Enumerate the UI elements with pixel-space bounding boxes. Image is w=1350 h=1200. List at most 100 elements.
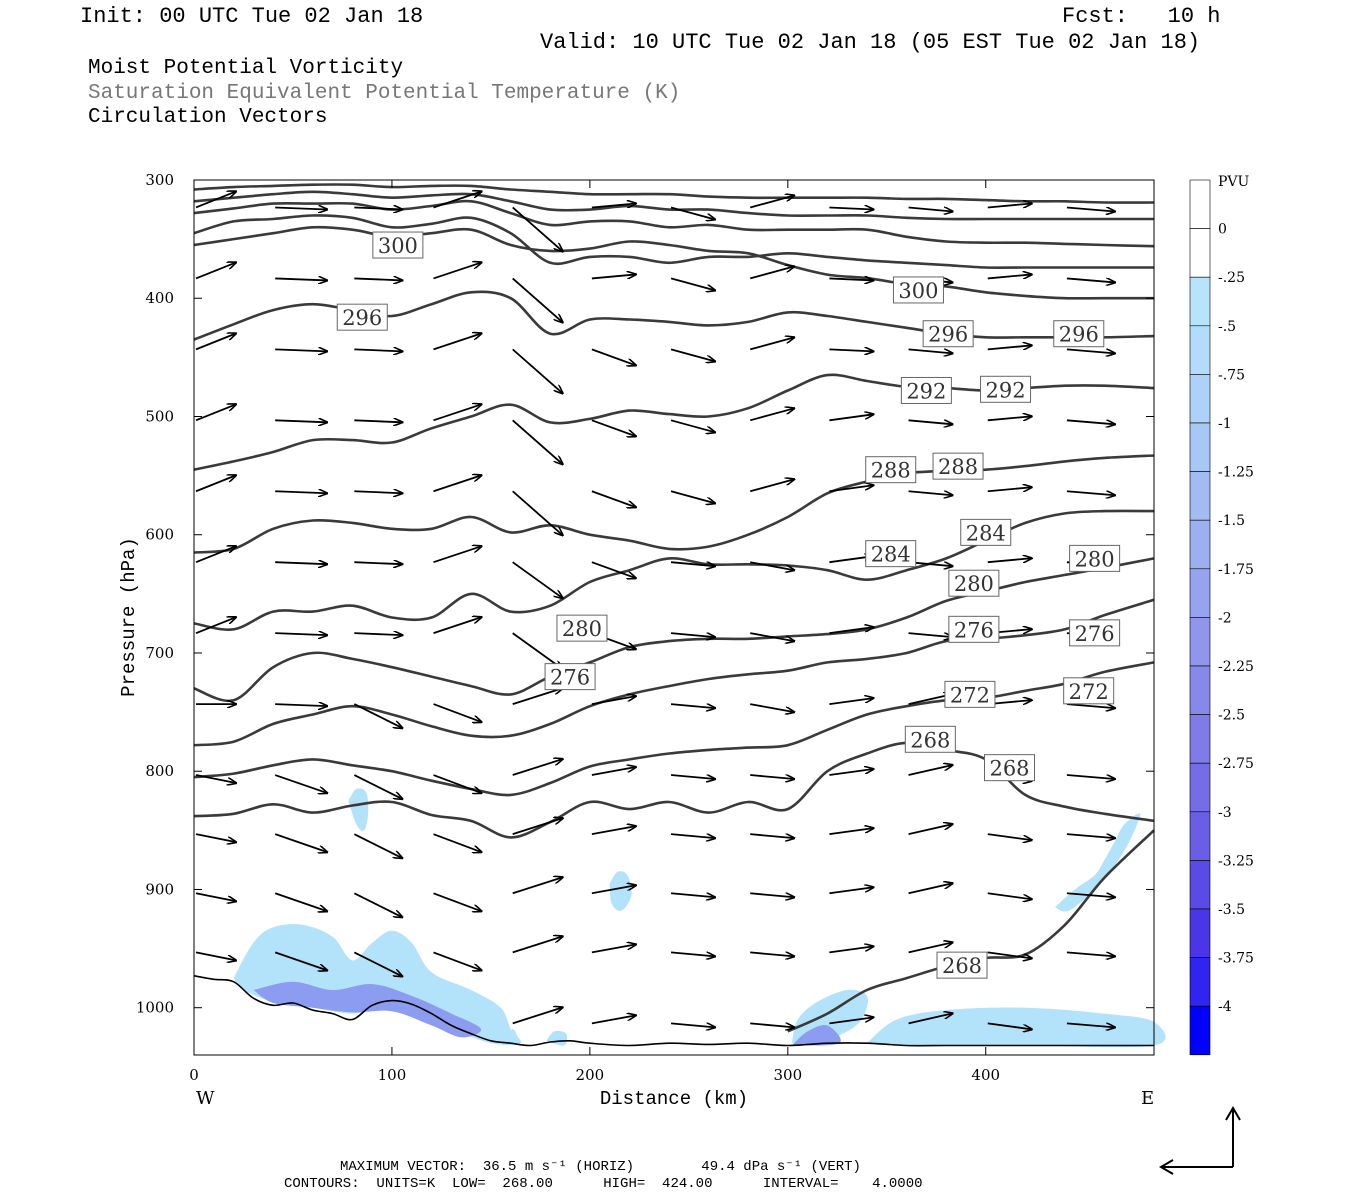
reference-vector-icon xyxy=(1159,1106,1241,1175)
circulation-vector xyxy=(433,892,482,911)
y-tick-label: 900 xyxy=(145,880,174,898)
colorbar-label: -.25 xyxy=(1218,270,1245,286)
circulation-vector xyxy=(195,262,236,280)
contour-label-280: 280 xyxy=(1075,547,1115,571)
circulation-vector xyxy=(354,349,402,351)
circulation-vector xyxy=(512,277,563,322)
circulation-vector xyxy=(670,833,715,838)
colorbar-label: -1.75 xyxy=(1218,562,1254,578)
contour-label-276: 276 xyxy=(1075,622,1115,646)
colorbar-label: -3 xyxy=(1218,805,1232,821)
circulation-vector xyxy=(908,765,953,776)
circulation-vector xyxy=(750,951,794,956)
x-end-east: E xyxy=(1141,1088,1154,1109)
colorbar-label: -2.25 xyxy=(1218,659,1254,675)
circulation-vector xyxy=(749,195,794,209)
theta-es-contours xyxy=(193,183,1155,1033)
circulation-vector xyxy=(750,703,794,712)
circulation-vector xyxy=(670,561,715,566)
circulation-vector xyxy=(749,266,794,280)
axis-ticks: 0 100 200 300 400 300 400 500 600 700 800 900 1000 xyxy=(136,171,1154,1084)
circulation-vector xyxy=(829,485,873,493)
circulation-vector xyxy=(1066,206,1115,211)
circulation-vector xyxy=(512,877,563,895)
circulation-vector xyxy=(670,703,715,708)
contour-label-276: 276 xyxy=(954,618,994,642)
circulation-vector xyxy=(1066,1022,1115,1027)
circulation-vector xyxy=(354,633,402,635)
theta-contour-312 xyxy=(193,190,1154,221)
x-end-west: W xyxy=(196,1088,215,1109)
circulation-vector xyxy=(274,892,327,911)
circulation-vector xyxy=(829,946,873,954)
circulation-vector xyxy=(987,1022,1032,1029)
circulation-vector xyxy=(750,774,794,779)
circulation-vector xyxy=(829,887,873,895)
colorbar-swatch xyxy=(1189,860,1211,910)
colorbar-swatch xyxy=(1189,325,1211,375)
colorbar-swatch xyxy=(1189,422,1211,472)
field-title-vectors: Circulation Vectors xyxy=(88,106,328,129)
y-tick-label: 500 xyxy=(145,407,174,425)
circulation-vector xyxy=(354,207,402,209)
circulation-vector xyxy=(275,278,327,280)
circulation-vector xyxy=(275,704,327,706)
circulation-vector xyxy=(670,419,715,432)
circulation-vector xyxy=(354,420,402,422)
circulation-vector xyxy=(829,627,873,635)
colorbar-swatch xyxy=(1189,908,1211,958)
colorbar-label: -.75 xyxy=(1218,367,1245,383)
terrain-line xyxy=(193,975,1154,1047)
contour-label-268: 268 xyxy=(910,728,950,752)
valid-time: Valid: 10 UTC Tue 02 Jan 18 (05 EST Tue … xyxy=(540,30,1201,55)
circulation-vector xyxy=(275,633,327,635)
circulation-vector xyxy=(353,833,402,858)
circulation-vector xyxy=(591,203,636,209)
colorbar-swatch xyxy=(1189,1005,1211,1056)
contour-label-box xyxy=(865,540,917,568)
pv-region xyxy=(791,1024,841,1046)
circulation-vector xyxy=(591,419,636,436)
circulation-vector xyxy=(433,333,482,351)
circulation-vector xyxy=(908,942,953,954)
circulation-vector xyxy=(749,337,794,351)
theta-contour-300 xyxy=(193,225,1154,300)
circulation-vector xyxy=(433,774,482,793)
circulation-vector xyxy=(433,617,482,635)
colorbar-swatch xyxy=(1189,374,1211,424)
circulation-vector xyxy=(829,207,873,209)
forecast-hour: Fcst: 10 h xyxy=(1062,4,1221,29)
init-time: Init: 00 UTC Tue 02 Jan 18 xyxy=(80,4,424,29)
circulation-vector xyxy=(354,491,402,493)
circulation-vector xyxy=(353,951,402,976)
contour-label-268: 268 xyxy=(942,954,982,978)
circulation-vector xyxy=(591,348,636,365)
colorbar-label: -4 xyxy=(1218,999,1232,1015)
contour-label-276: 276 xyxy=(550,666,590,690)
circulation-vector xyxy=(987,833,1032,840)
contour-label-300: 300 xyxy=(898,279,938,303)
colorbar-label: -3.75 xyxy=(1218,951,1254,967)
contour-label-box xyxy=(1053,320,1105,348)
theta-contour-276 xyxy=(193,598,1155,747)
circulation-vector xyxy=(1066,774,1115,779)
circulation-vector xyxy=(829,769,873,776)
colorbar-swatch xyxy=(1189,276,1211,327)
contour-label-box xyxy=(904,725,956,753)
circulation-vector xyxy=(512,206,563,251)
contour-label-296: 296 xyxy=(342,306,382,330)
circulation-vector xyxy=(987,951,1032,958)
x-tick-label: 400 xyxy=(971,1066,1000,1084)
circulation-vector xyxy=(512,419,563,464)
circulation-vector xyxy=(670,951,715,956)
colorbar-label: -3.5 xyxy=(1218,902,1245,918)
colorbar-swatch xyxy=(1189,519,1211,570)
circulation-vector xyxy=(908,1013,953,1025)
contour-label-box xyxy=(948,569,1000,597)
y-tick-label: 400 xyxy=(145,289,174,307)
circulation-vector xyxy=(908,824,953,836)
circulation-vector xyxy=(750,632,794,641)
circulation-vector xyxy=(353,774,402,799)
x-tick-label: 0 xyxy=(189,1066,199,1084)
